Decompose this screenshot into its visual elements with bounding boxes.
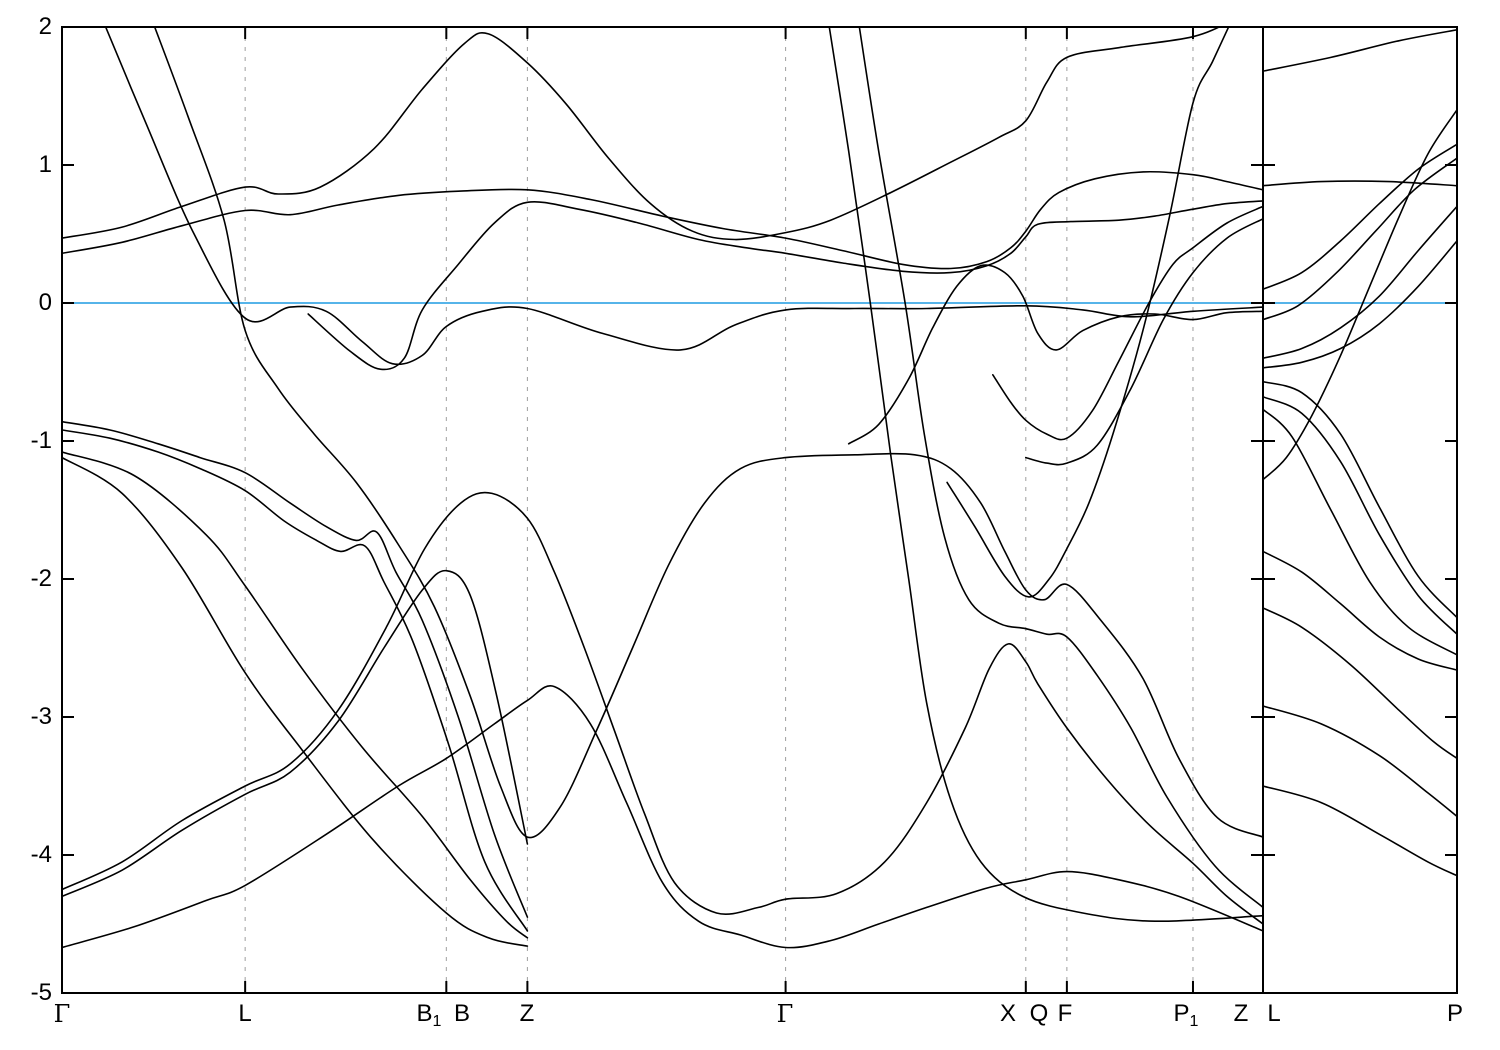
band-right-3	[1263, 143, 1457, 290]
k-point-label-P1: P1	[1173, 1000, 1199, 1030]
bands-right	[1263, 29, 1457, 877]
y-axis-label-2: 2	[38, 13, 52, 40]
plot-frame-right	[1262, 26, 1458, 994]
k-point-label-B1: B1	[416, 1000, 442, 1030]
band-main-5	[847, 264, 1263, 445]
k-point-label-Z: Z	[519, 1000, 535, 1027]
band-main-13	[62, 491, 1263, 925]
k-point-label-L: L	[238, 1000, 252, 1027]
k-point-label-Γ: Γ	[53, 1000, 71, 1028]
band-right-2	[1263, 109, 1457, 481]
bands-main	[62, 27, 1263, 949]
band-main-1	[153, 27, 1263, 839]
band-main-7	[992, 205, 1263, 441]
y-axis-label--3: -3	[30, 703, 52, 730]
k-point-label-Z: Z	[1233, 1000, 1249, 1027]
band-right-0	[1263, 29, 1457, 72]
k-point-label-P: P	[1446, 1000, 1463, 1027]
band-main-14	[62, 569, 529, 898]
band-main-4	[307, 200, 1263, 371]
k-point-label-Γ: Γ	[776, 1000, 794, 1028]
band-main-0	[104, 27, 1263, 366]
y-axis-label-1: 1	[38, 151, 52, 178]
band-right-12	[1263, 705, 1457, 818]
band-main-6	[946, 27, 1230, 598]
plot-frame-main	[61, 26, 1264, 994]
band-right-11	[1263, 607, 1457, 760]
y-axis-label--5: -5	[30, 979, 52, 1006]
band-main-9	[62, 420, 529, 918]
band-main-17	[858, 27, 1263, 909]
band-right-5	[1263, 205, 1457, 359]
band-right-7	[1263, 380, 1457, 619]
band-right-6	[1263, 240, 1457, 369]
k-point-label-F: F	[1057, 1000, 1073, 1027]
band-main-3	[62, 170, 1263, 270]
k-point-label-X: X	[999, 1000, 1016, 1027]
band-right-1	[1263, 180, 1457, 187]
band-main-2	[62, 27, 1221, 241]
band-right-13	[1263, 785, 1457, 877]
band-main-12	[62, 456, 529, 947]
band-main-11	[62, 451, 529, 939]
k-point-label-L: L	[1267, 1000, 1281, 1027]
band-right-9	[1263, 408, 1457, 656]
band-right-4	[1263, 157, 1457, 321]
band-main-15	[62, 685, 1263, 949]
band-right-10	[1263, 550, 1457, 671]
y-axis-label--2: -2	[30, 565, 52, 592]
y-axis-label--1: -1	[30, 427, 52, 454]
band-main-8	[1025, 218, 1263, 466]
k-point-label-B: B	[453, 1000, 470, 1027]
band-main-10	[62, 429, 529, 932]
k-point-label-Q: Q	[1029, 1000, 1049, 1027]
y-axis-label-0: 0	[38, 289, 52, 316]
band-right-8	[1263, 396, 1457, 635]
band-main-16	[828, 27, 1263, 923]
y-axis-label--4: -4	[30, 841, 52, 868]
